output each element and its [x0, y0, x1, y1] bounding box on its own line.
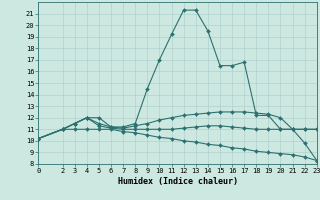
X-axis label: Humidex (Indice chaleur): Humidex (Indice chaleur)	[118, 177, 238, 186]
